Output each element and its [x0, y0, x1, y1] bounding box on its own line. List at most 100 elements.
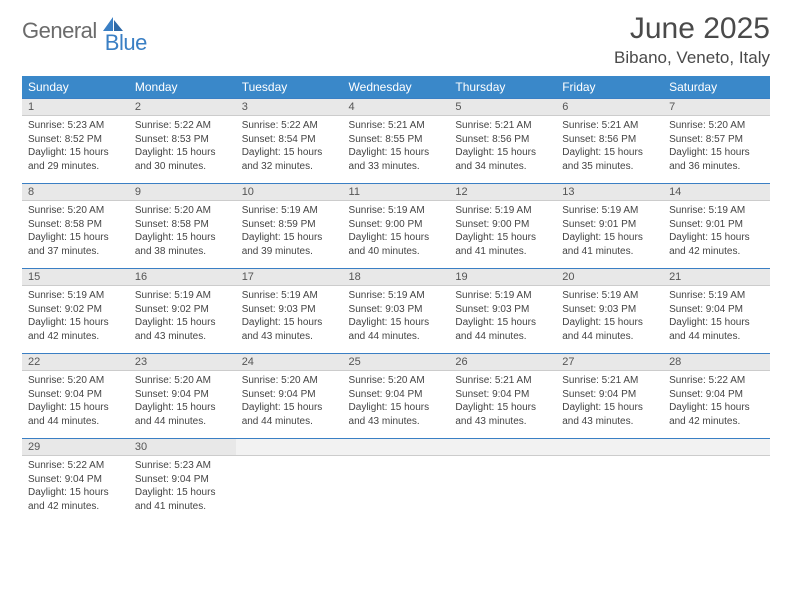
calendar-cell: 26Sunrise: 5:21 AMSunset: 9:04 PMDayligh… [449, 353, 556, 438]
daylight-text-1: Daylight: 15 hours [135, 401, 230, 415]
day-details: Sunrise: 5:23 AMSunset: 9:04 PMDaylight:… [129, 456, 236, 517]
daylight-text-1: Daylight: 15 hours [242, 146, 337, 160]
sunrise-text: Sunrise: 5:22 AM [242, 119, 337, 133]
sunrise-text: Sunrise: 5:19 AM [562, 204, 657, 218]
day-details: Sunrise: 5:21 AMSunset: 8:55 PMDaylight:… [343, 116, 450, 177]
calendar-cell: 1Sunrise: 5:23 AMSunset: 8:52 PMDaylight… [22, 98, 129, 183]
daylight-text-2: and 44 minutes. [562, 330, 657, 344]
weekday-tuesday: Tuesday [236, 76, 343, 98]
day-number: 18 [343, 268, 450, 286]
sunset-text: Sunset: 8:54 PM [242, 133, 337, 147]
sunset-text: Sunset: 9:04 PM [562, 388, 657, 402]
day-details: Sunrise: 5:19 AMSunset: 9:04 PMDaylight:… [663, 286, 770, 347]
sunset-text: Sunset: 9:00 PM [455, 218, 550, 232]
calendar-cell: 3Sunrise: 5:22 AMSunset: 8:54 PMDaylight… [236, 98, 343, 183]
day-number: 27 [556, 353, 663, 371]
sunrise-text: Sunrise: 5:20 AM [135, 374, 230, 388]
daylight-text-2: and 44 minutes. [455, 330, 550, 344]
calendar-row: 29Sunrise: 5:22 AMSunset: 9:04 PMDayligh… [22, 438, 770, 523]
daylight-text-2: and 44 minutes. [28, 415, 123, 429]
sunset-text: Sunset: 9:04 PM [669, 388, 764, 402]
day-details: Sunrise: 5:20 AMSunset: 9:04 PMDaylight:… [22, 371, 129, 432]
day-details: Sunrise: 5:19 AMSunset: 9:00 PMDaylight:… [343, 201, 450, 262]
day-number: 17 [236, 268, 343, 286]
sunrise-text: Sunrise: 5:19 AM [28, 289, 123, 303]
day-details: Sunrise: 5:21 AMSunset: 9:04 PMDaylight:… [449, 371, 556, 432]
day-number: 3 [236, 98, 343, 116]
sunset-text: Sunset: 9:02 PM [135, 303, 230, 317]
day-number: 6 [556, 98, 663, 116]
day-details: Sunrise: 5:20 AMSunset: 9:04 PMDaylight:… [236, 371, 343, 432]
sunrise-text: Sunrise: 5:19 AM [669, 204, 764, 218]
sunrise-text: Sunrise: 5:20 AM [242, 374, 337, 388]
daylight-text-2: and 39 minutes. [242, 245, 337, 259]
daylight-text-1: Daylight: 15 hours [135, 486, 230, 500]
calendar-cell: 23Sunrise: 5:20 AMSunset: 9:04 PMDayligh… [129, 353, 236, 438]
daylight-text-2: and 44 minutes. [242, 415, 337, 429]
sunrise-text: Sunrise: 5:22 AM [28, 459, 123, 473]
sunrise-text: Sunrise: 5:21 AM [349, 119, 444, 133]
daylight-text-2: and 44 minutes. [349, 330, 444, 344]
day-number: 29 [22, 438, 129, 456]
calendar-cell: 14Sunrise: 5:19 AMSunset: 9:01 PMDayligh… [663, 183, 770, 268]
calendar-cell [343, 438, 450, 523]
daylight-text-2: and 34 minutes. [455, 160, 550, 174]
day-number: 20 [556, 268, 663, 286]
sunrise-text: Sunrise: 5:19 AM [562, 289, 657, 303]
daylight-text-2: and 43 minutes. [455, 415, 550, 429]
daylight-text-2: and 32 minutes. [242, 160, 337, 174]
day-number: 2 [129, 98, 236, 116]
page-title: June 2025 [614, 12, 770, 46]
calendar-cell: 20Sunrise: 5:19 AMSunset: 9:03 PMDayligh… [556, 268, 663, 353]
daylight-text-1: Daylight: 15 hours [455, 231, 550, 245]
calendar-cell: 24Sunrise: 5:20 AMSunset: 9:04 PMDayligh… [236, 353, 343, 438]
daylight-text-1: Daylight: 15 hours [135, 316, 230, 330]
sunrise-text: Sunrise: 5:21 AM [455, 374, 550, 388]
daylight-text-2: and 43 minutes. [242, 330, 337, 344]
sunset-text: Sunset: 9:01 PM [562, 218, 657, 232]
weekday-wednesday: Wednesday [343, 76, 450, 98]
weekday-monday: Monday [129, 76, 236, 98]
day-number-empty [449, 438, 556, 456]
day-details: Sunrise: 5:20 AMSunset: 8:58 PMDaylight:… [22, 201, 129, 262]
sunrise-text: Sunrise: 5:20 AM [669, 119, 764, 133]
sunset-text: Sunset: 8:57 PM [669, 133, 764, 147]
sunset-text: Sunset: 8:52 PM [28, 133, 123, 147]
daylight-text-1: Daylight: 15 hours [455, 401, 550, 415]
daylight-text-1: Daylight: 15 hours [349, 401, 444, 415]
daylight-text-1: Daylight: 15 hours [562, 146, 657, 160]
daylight-text-2: and 41 minutes. [135, 500, 230, 514]
sunset-text: Sunset: 9:03 PM [242, 303, 337, 317]
day-details: Sunrise: 5:23 AMSunset: 8:52 PMDaylight:… [22, 116, 129, 177]
day-details: Sunrise: 5:19 AMSunset: 9:01 PMDaylight:… [556, 201, 663, 262]
daylight-text-1: Daylight: 15 hours [135, 231, 230, 245]
calendar-cell: 17Sunrise: 5:19 AMSunset: 9:03 PMDayligh… [236, 268, 343, 353]
day-details: Sunrise: 5:22 AMSunset: 8:54 PMDaylight:… [236, 116, 343, 177]
day-number: 25 [343, 353, 450, 371]
calendar-cell [449, 438, 556, 523]
day-details: Sunrise: 5:20 AMSunset: 8:57 PMDaylight:… [663, 116, 770, 177]
daylight-text-1: Daylight: 15 hours [28, 401, 123, 415]
calendar-cell: 11Sunrise: 5:19 AMSunset: 9:00 PMDayligh… [343, 183, 450, 268]
day-details: Sunrise: 5:21 AMSunset: 8:56 PMDaylight:… [556, 116, 663, 177]
day-number: 11 [343, 183, 450, 201]
day-number: 10 [236, 183, 343, 201]
sunset-text: Sunset: 9:03 PM [455, 303, 550, 317]
sunrise-text: Sunrise: 5:20 AM [349, 374, 444, 388]
daylight-text-1: Daylight: 15 hours [135, 146, 230, 160]
daylight-text-1: Daylight: 15 hours [28, 231, 123, 245]
day-details: Sunrise: 5:21 AMSunset: 9:04 PMDaylight:… [556, 371, 663, 432]
calendar-cell: 5Sunrise: 5:21 AMSunset: 8:56 PMDaylight… [449, 98, 556, 183]
sunset-text: Sunset: 8:56 PM [455, 133, 550, 147]
calendar-cell: 7Sunrise: 5:20 AMSunset: 8:57 PMDaylight… [663, 98, 770, 183]
sunset-text: Sunset: 9:04 PM [349, 388, 444, 402]
day-number-empty [556, 438, 663, 456]
day-details: Sunrise: 5:22 AMSunset: 9:04 PMDaylight:… [22, 456, 129, 517]
day-details: Sunrise: 5:19 AMSunset: 9:03 PMDaylight:… [556, 286, 663, 347]
calendar-cell: 21Sunrise: 5:19 AMSunset: 9:04 PMDayligh… [663, 268, 770, 353]
day-number: 16 [129, 268, 236, 286]
logo-text-blue: Blue [105, 30, 147, 56]
sunrise-text: Sunrise: 5:19 AM [349, 204, 444, 218]
daylight-text-1: Daylight: 15 hours [349, 231, 444, 245]
day-details: Sunrise: 5:19 AMSunset: 9:03 PMDaylight:… [343, 286, 450, 347]
